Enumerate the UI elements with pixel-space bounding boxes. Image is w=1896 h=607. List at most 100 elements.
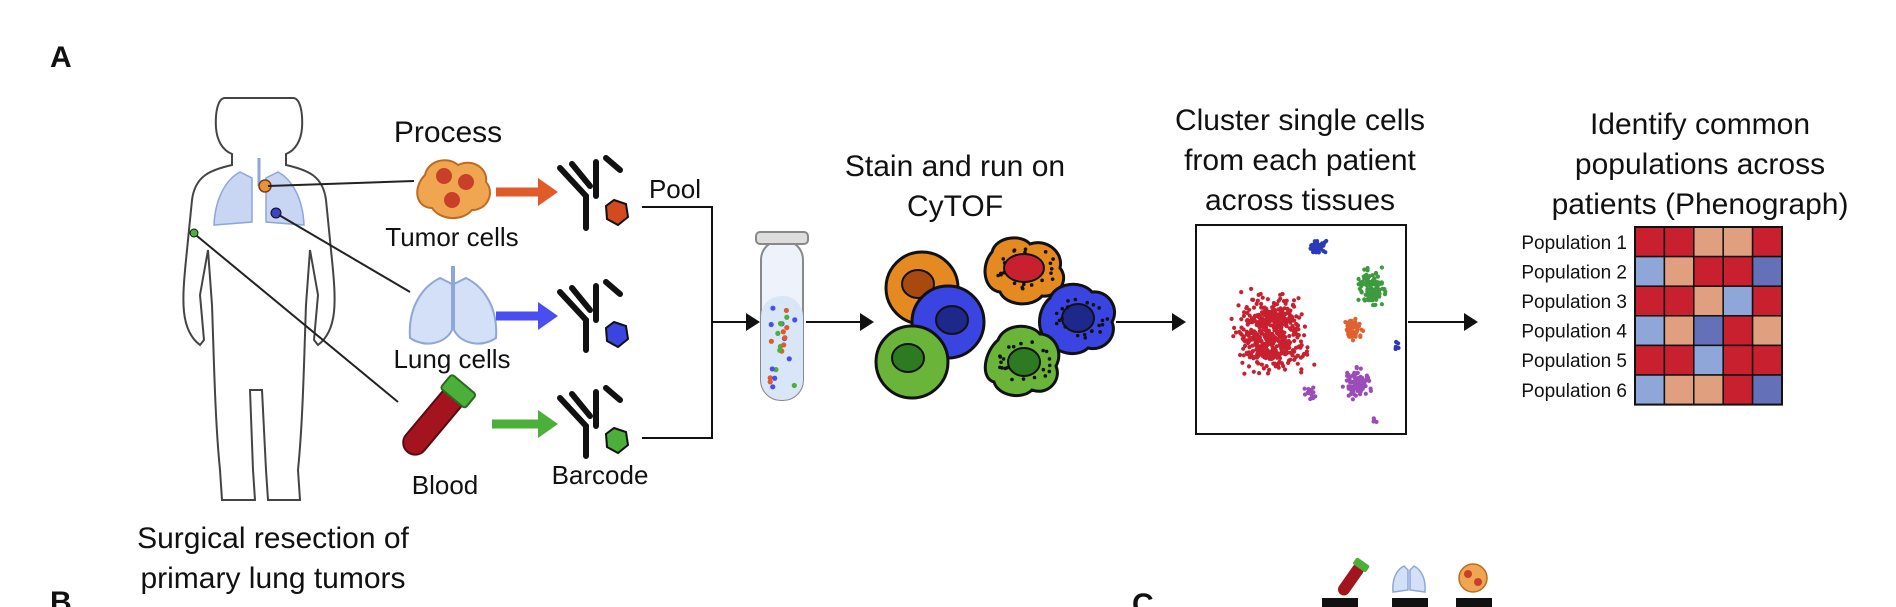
tsne-point — [1284, 349, 1289, 354]
tsne-point — [1255, 298, 1260, 303]
tsne-point — [1246, 364, 1252, 369]
cell-speckle — [1083, 336, 1088, 340]
tsne-point — [1265, 297, 1270, 302]
tsne-point — [1350, 338, 1356, 343]
tsne-point — [1299, 370, 1304, 375]
tsne-point — [1292, 338, 1297, 343]
tsne-point — [1354, 366, 1359, 371]
heatmap-cell — [1693, 226, 1724, 258]
tsne-point — [1279, 346, 1284, 351]
tube-particle — [782, 335, 788, 341]
cell-speckle — [1020, 286, 1025, 291]
tsne-point — [1296, 296, 1301, 301]
tsne-point — [1258, 291, 1263, 297]
tsne-point — [1259, 301, 1264, 307]
tsne-point — [1348, 327, 1353, 332]
tsne-point — [1247, 307, 1252, 312]
stain-line-2: CyTOF — [907, 190, 1003, 223]
tsne-point — [1379, 265, 1384, 270]
orange-cell-nucleus — [901, 269, 935, 299]
tsne-point — [1287, 340, 1293, 345]
tsne-point — [1270, 353, 1275, 358]
tsne-point — [1263, 345, 1268, 350]
heatmap-cell — [1722, 226, 1754, 258]
barcode-tag-lung — [604, 320, 630, 349]
tsne-point — [1255, 351, 1260, 356]
tsne-point — [1376, 282, 1381, 287]
tsne-point — [1251, 297, 1256, 302]
tsne-point — [1267, 310, 1272, 316]
tsne-point — [1302, 333, 1307, 338]
tsne-point — [1357, 286, 1362, 291]
tsne-point — [1353, 316, 1358, 321]
cluster-line-3: across tissues — [1205, 184, 1395, 217]
tsne-point — [1347, 375, 1352, 380]
tsne-point — [1358, 334, 1363, 339]
tsne-point — [1393, 345, 1399, 350]
tsne-point — [1312, 239, 1317, 244]
tsne-point — [1278, 296, 1283, 301]
tsne-point — [1243, 338, 1248, 343]
heatmap-cell — [1722, 285, 1754, 317]
tsne-point — [1260, 350, 1265, 355]
tsne-point — [1317, 247, 1322, 252]
tsne-point — [1271, 314, 1276, 320]
panel-c-bar-tumor — [1456, 598, 1492, 607]
tsne-point — [1382, 292, 1388, 297]
heatmap-cell — [1634, 374, 1666, 406]
tsne-point — [1352, 392, 1357, 397]
tsne-point — [1247, 313, 1252, 318]
cell-speckle — [1085, 300, 1089, 305]
tsne-point — [1263, 355, 1268, 361]
tsne-point — [1229, 316, 1234, 321]
cell-speckle — [1041, 367, 1046, 372]
tube-particle — [767, 375, 773, 381]
orange-spiky-cell-nucleus — [1003, 253, 1045, 283]
heatmap-cell — [1663, 374, 1695, 406]
tsne-point — [1264, 334, 1269, 339]
lung-cells-icon — [408, 266, 498, 345]
cell-speckle — [1097, 306, 1101, 310]
tube-particle — [772, 375, 778, 381]
heatmap-cell — [1722, 374, 1754, 406]
pool-bracket — [642, 206, 713, 439]
cell-speckle — [1011, 344, 1016, 349]
tsne-point — [1267, 367, 1272, 372]
cell-speckle — [1105, 317, 1110, 321]
tsne-point — [1273, 310, 1278, 315]
cells-arrow-icon — [1116, 313, 1186, 331]
tsne-point — [1268, 318, 1273, 323]
tsne-point — [1368, 283, 1373, 288]
heatmap-cell — [1693, 315, 1724, 347]
tsne-point — [1265, 371, 1271, 376]
tsne-point — [1375, 274, 1380, 279]
antibody-blood-icon — [557, 385, 623, 459]
cell-speckle — [1041, 348, 1045, 353]
heatmap-cell — [1663, 344, 1695, 376]
tsne-point — [1241, 313, 1246, 318]
cell-speckle — [1049, 271, 1053, 275]
tube-particles — [767, 305, 798, 390]
blood-connector-line — [196, 235, 399, 403]
tsne-point — [1261, 366, 1266, 371]
tsne-point — [1343, 320, 1348, 325]
tsne-point — [1362, 380, 1367, 385]
tube-particle — [784, 314, 790, 320]
tsne-point — [1267, 340, 1272, 345]
cell-speckle — [1060, 306, 1065, 311]
tsne-point — [1284, 298, 1289, 303]
cell-speckle — [1010, 377, 1014, 382]
tsne-point — [1292, 349, 1297, 354]
tsne-point — [1270, 348, 1275, 353]
pool-label: Pool — [649, 174, 701, 204]
tsne-point — [1356, 297, 1361, 302]
tsne-point — [1365, 289, 1370, 294]
panel-c-lung-icon — [1392, 565, 1426, 593]
panel-c-bar-blood — [1322, 598, 1358, 607]
cell-speckle — [998, 365, 1002, 370]
tsne-point — [1362, 267, 1367, 272]
tsne-point — [1282, 367, 1288, 372]
tsne-point — [1350, 397, 1355, 402]
cell-speckle — [1019, 341, 1023, 346]
cell-speckle — [1100, 322, 1105, 327]
